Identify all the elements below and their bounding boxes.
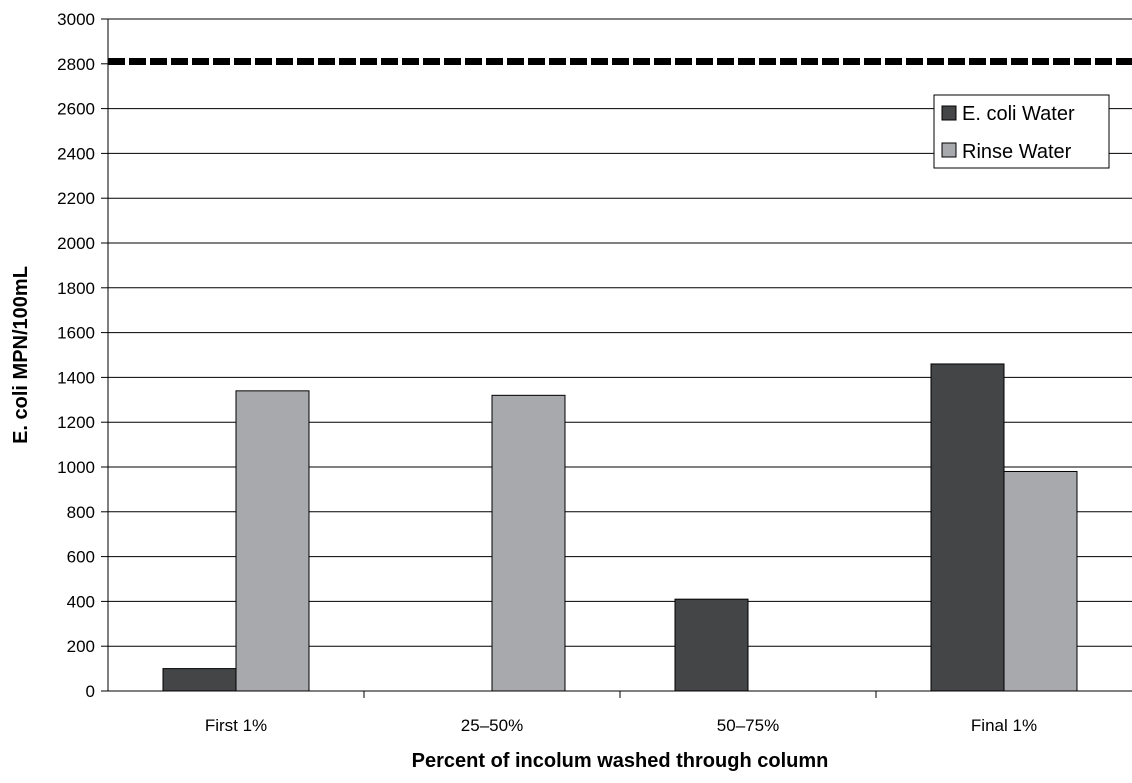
legend-swatch-ecoli-water bbox=[941, 105, 957, 121]
y-tick-label-2800: 2800 bbox=[57, 55, 95, 74]
bar-e-coli-water-final-1 bbox=[930, 363, 1005, 692]
tick-labels: 0 200 400 600 800 1000 1200 1400 1600 1800 2000 220… bbox=[57, 10, 1037, 735]
bar-rinse-water-first-1 bbox=[235, 390, 310, 692]
y-tick-label-1400: 1400 bbox=[57, 368, 95, 387]
y-tick-label-2000: 2000 bbox=[57, 234, 95, 253]
y-tick-label-800: 800 bbox=[67, 503, 95, 522]
bar-rinse-water-final-1 bbox=[1003, 470, 1078, 692]
y-tick-label-2400: 2400 bbox=[57, 144, 95, 163]
legend-swatch-rinse-water bbox=[941, 142, 957, 158]
x-axis-title: Percent of incolum washed through column bbox=[412, 750, 829, 772]
x-tick-label-50-75: 50–75% bbox=[717, 716, 779, 735]
y-tick-label-1000: 1000 bbox=[57, 458, 95, 477]
axes bbox=[101, 18, 1132, 698]
y-tick-label-600: 600 bbox=[67, 548, 95, 567]
bars bbox=[162, 363, 1078, 692]
y-tick-label-200: 200 bbox=[67, 637, 95, 656]
bar-rinse-water-25-50 bbox=[491, 394, 566, 692]
x-tick-label-25-50: 25–50% bbox=[461, 716, 523, 735]
legend-box bbox=[933, 94, 1110, 169]
x-tick-label-first-1: First 1% bbox=[205, 716, 267, 735]
x-tick-label-final-1: Final 1% bbox=[971, 716, 1037, 735]
legend-label-rinse-water: Rinse Water bbox=[962, 141, 1072, 163]
y-tick-label-0: 0 bbox=[86, 682, 95, 701]
y-tick-label-2600: 2600 bbox=[57, 100, 95, 119]
legend: E. coli Water Rinse Water bbox=[933, 94, 1110, 169]
y-axis-title: E. coli MPN/100mL bbox=[10, 266, 32, 444]
y-tick-label-3000: 3000 bbox=[57, 10, 95, 29]
y-tick-label-1600: 1600 bbox=[57, 324, 95, 343]
y-tick-label-2200: 2200 bbox=[57, 189, 95, 208]
y-tick-label-400: 400 bbox=[67, 592, 95, 611]
legend-label-ecoli-water: E. coli Water bbox=[962, 103, 1075, 125]
y-tick-label-1200: 1200 bbox=[57, 413, 95, 432]
bar-e-coli-water-50-75 bbox=[674, 598, 749, 692]
bar-e-coli-water-first-1 bbox=[162, 668, 237, 692]
y-tick-label-1800: 1800 bbox=[57, 279, 95, 298]
